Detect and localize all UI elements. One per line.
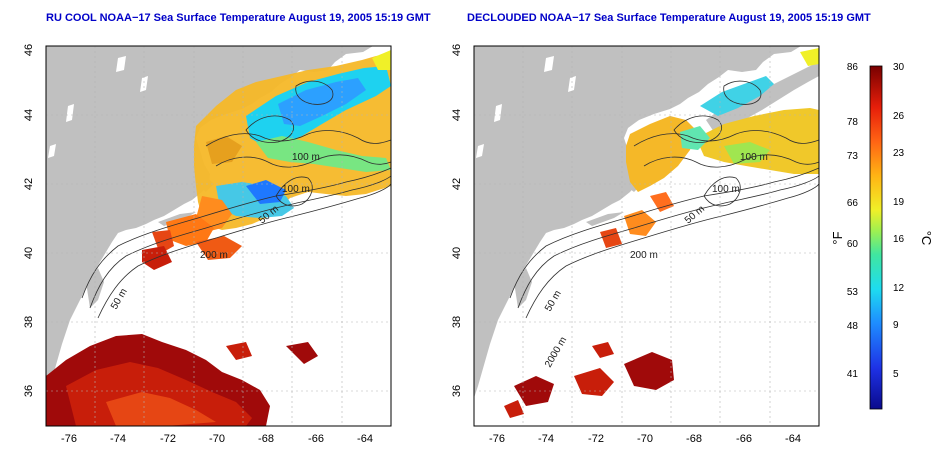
lon-tick: -72 [160, 433, 176, 445]
f-tick: 48 [847, 321, 859, 332]
lat-tick: 44 [451, 109, 463, 121]
isobath-label: 200 m [630, 250, 658, 261]
lat-tick: 42 [23, 178, 35, 190]
isobath-label: 100 m [712, 184, 740, 195]
lat-tick: 38 [451, 316, 463, 328]
celsius-unit-label: °C [919, 231, 934, 246]
f-tick: 66 [847, 198, 859, 209]
temperature-colorbar: 86 78 73 66 60 53 48 41 30 26 23 19 16 1… [830, 62, 934, 410]
lon-tick: -76 [489, 433, 505, 445]
left-sst-map: 100 m 100 m 50 m 200 m 50 m [45, 45, 392, 427]
isobath-label: 100 m [740, 152, 768, 163]
lon-tick: -74 [110, 433, 126, 445]
lat-tick: 40 [451, 247, 463, 259]
isobath-label: 100 m [282, 184, 310, 195]
c-tick: 12 [893, 283, 905, 294]
left-map-title: RU COOL NOAA−17 Sea Surface Temperature … [46, 12, 431, 24]
lat-tick: 42 [451, 178, 463, 190]
c-tick: 16 [893, 234, 905, 245]
lon-tick: -66 [736, 433, 752, 445]
f-tick: 86 [847, 62, 859, 73]
isobath-label: 200 m [200, 250, 228, 261]
lat-tick: 44 [23, 109, 35, 121]
c-tick: 9 [893, 320, 899, 331]
right-lon-axis: -76 -74 -72 -70 -68 -66 -64 [489, 433, 801, 445]
lat-tick: 46 [451, 44, 463, 56]
lon-tick: -68 [686, 433, 702, 445]
f-tick: 78 [847, 117, 859, 128]
c-tick: 23 [893, 148, 905, 159]
lon-tick: -68 [258, 433, 274, 445]
left-lat-axis: 36 38 40 42 44 46 [23, 44, 35, 397]
f-tick: 53 [847, 287, 859, 298]
fahrenheit-unit-label: °F [830, 231, 845, 244]
c-tick: 26 [893, 111, 905, 122]
f-tick: 73 [847, 151, 859, 162]
lon-tick: -70 [209, 433, 225, 445]
left-lon-axis: -76 -74 -72 -70 -68 -66 -64 [61, 433, 373, 445]
colorbar-gradient [869, 65, 883, 410]
lat-tick: 36 [23, 385, 35, 397]
right-sst-map: 100 m 100 m 50 m 200 m 50 m 2000 m [473, 45, 820, 427]
right-map-title: DECLOUDED NOAA−17 Sea Surface Temperatur… [467, 12, 871, 24]
c-tick: 30 [893, 62, 905, 73]
lon-tick: -64 [785, 433, 801, 445]
c-tick: 19 [893, 197, 905, 208]
right-lat-axis: 36 38 40 42 44 46 [451, 44, 463, 397]
lat-tick: 46 [23, 44, 35, 56]
f-tick: 60 [847, 239, 859, 250]
isobath-label: 100 m [292, 152, 320, 163]
lat-tick: 36 [451, 385, 463, 397]
lat-tick: 38 [23, 316, 35, 328]
lon-tick: -64 [357, 433, 373, 445]
f-tick: 41 [847, 369, 859, 380]
lon-tick: -74 [538, 433, 554, 445]
lon-tick: -76 [61, 433, 77, 445]
lon-tick: -70 [637, 433, 653, 445]
lon-tick: -72 [588, 433, 604, 445]
lat-tick: 40 [23, 247, 35, 259]
lon-tick: -66 [308, 433, 324, 445]
c-tick: 5 [893, 369, 899, 380]
